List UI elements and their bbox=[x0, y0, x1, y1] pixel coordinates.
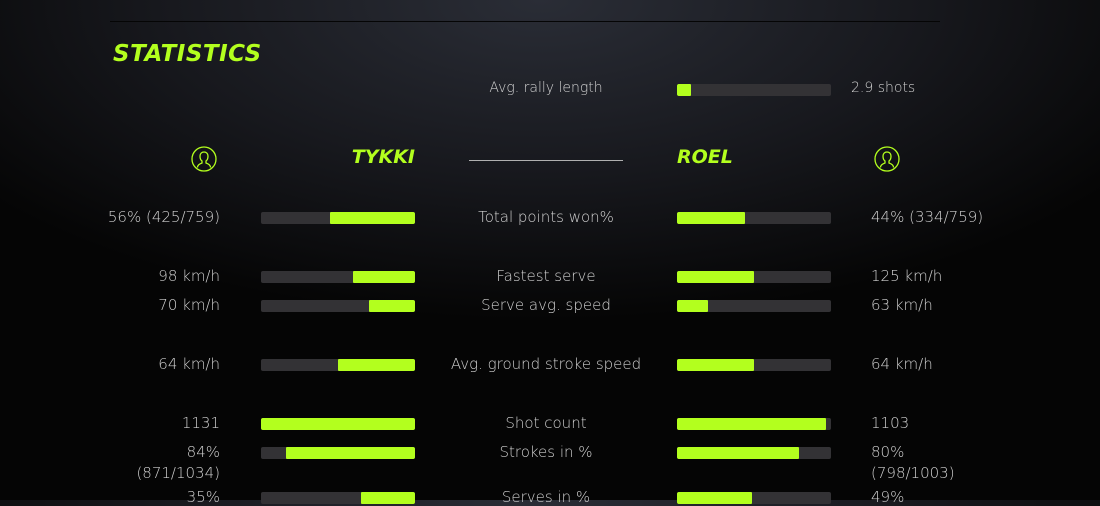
stat-right-value: 63 km/h bbox=[871, 296, 933, 314]
stat-label: Shot count bbox=[505, 414, 587, 432]
stat-right-bar-fill bbox=[677, 492, 753, 504]
stat-right-bar bbox=[677, 447, 831, 459]
player-right-name: ROEL bbox=[677, 146, 733, 168]
stat-label: Total points won% bbox=[478, 208, 614, 226]
stat-left-bar-fill bbox=[285, 447, 415, 459]
rally-label: Avg. rally length bbox=[489, 80, 603, 96]
stat-right-value: 1103 bbox=[871, 414, 910, 432]
user-icon bbox=[191, 146, 217, 172]
stat-left-bar-fill bbox=[368, 300, 415, 312]
stat-right-bar bbox=[677, 492, 831, 504]
stat-left-bar bbox=[261, 492, 415, 504]
stat-left-value: 70 km/h bbox=[158, 296, 220, 314]
stat-left-bar-fill bbox=[330, 212, 415, 224]
stat-right-bar-fill bbox=[677, 447, 799, 459]
stat-left-bar-fill bbox=[261, 418, 415, 430]
stat-right-bar bbox=[677, 271, 831, 283]
stat-left-bar bbox=[261, 300, 415, 312]
stat-left-bar bbox=[261, 447, 415, 459]
stat-left-sub: (871/1034) bbox=[136, 464, 220, 482]
stat-label: Avg. ground stroke speed bbox=[450, 355, 642, 373]
stat-left-bar bbox=[261, 418, 415, 430]
stat-right-value: 44% (334/759) bbox=[871, 208, 984, 226]
stat-right-bar-fill bbox=[677, 359, 754, 371]
stat-right-bar bbox=[677, 300, 831, 312]
header-divider bbox=[469, 160, 623, 161]
stat-left-value: 56% (425/759) bbox=[107, 208, 220, 226]
stat-left-value: 35% bbox=[186, 488, 220, 506]
stat-right-bar bbox=[677, 359, 831, 371]
rally-value: 2.9 shots bbox=[851, 80, 916, 96]
page-title: STATISTICS bbox=[113, 41, 262, 67]
stat-label: Fastest serve bbox=[496, 267, 596, 285]
stat-left-value: 64 km/h bbox=[158, 355, 220, 373]
stat-right-bar bbox=[677, 212, 831, 224]
rally-bar bbox=[677, 84, 831, 96]
stat-right-value: 80% bbox=[871, 443, 905, 461]
stat-right-bar-fill bbox=[677, 300, 708, 312]
stat-left-bar-fill bbox=[353, 271, 415, 283]
stat-label: Serves in % bbox=[501, 488, 591, 506]
stat-left-bar bbox=[261, 271, 415, 283]
rally-bar-fill bbox=[677, 84, 691, 96]
user-icon bbox=[874, 146, 900, 172]
stat-right-value: 125 km/h bbox=[871, 267, 943, 285]
stat-right-bar-fill bbox=[677, 271, 754, 283]
stat-right-bar-fill bbox=[677, 212, 745, 224]
stat-label: Serve avg. speed bbox=[481, 296, 611, 314]
stat-right-sub: (798/1003) bbox=[871, 464, 955, 482]
stat-left-bar bbox=[261, 212, 415, 224]
stat-left-bar-fill bbox=[361, 492, 415, 504]
stat-left-value: 98 km/h bbox=[158, 267, 220, 285]
stat-left-value: 1131 bbox=[181, 414, 220, 432]
stat-right-value: 64 km/h bbox=[871, 355, 933, 373]
stat-right-bar bbox=[677, 418, 831, 430]
stat-right-bar-fill bbox=[677, 418, 827, 430]
top-divider bbox=[110, 21, 940, 22]
player-left-name: TYKKI bbox=[351, 146, 415, 168]
stat-right-value: 49% bbox=[871, 488, 905, 506]
stat-left-value: 84% bbox=[186, 443, 220, 461]
stat-left-bar-fill bbox=[338, 359, 415, 371]
stat-label: Strokes in % bbox=[499, 443, 593, 461]
stat-left-bar bbox=[261, 359, 415, 371]
